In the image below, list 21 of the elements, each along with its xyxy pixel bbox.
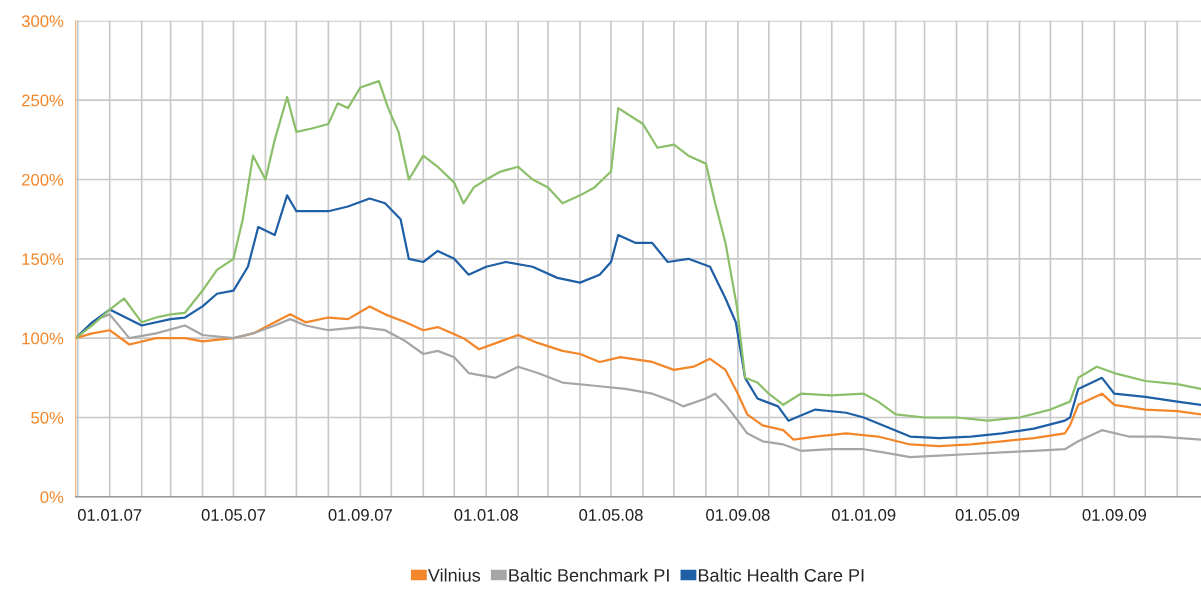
line-series <box>75 80 1201 422</box>
y-tick-label: 100% <box>22 332 64 345</box>
legend-label: Baltic Health Care PI <box>698 568 864 582</box>
x-tick-label: 01.05.09 <box>955 509 1020 521</box>
y-tick-label: 0% <box>40 491 64 504</box>
x-tick-label: 01.01.08 <box>454 509 518 521</box>
x-tick-label: 01.01.07 <box>77 509 142 521</box>
y-tick-label: 200% <box>22 173 64 186</box>
x-tick-label: 01.05.07 <box>201 509 266 521</box>
x-tick-label: 01.09.08 <box>706 509 770 521</box>
y-tick-label: 150% <box>22 253 64 266</box>
line-series <box>75 194 1201 440</box>
x-tick-label: 01.09.09 <box>1082 509 1147 521</box>
y-tick-label: 250% <box>22 94 64 107</box>
y-tick-label: 300% <box>21 15 64 28</box>
x-tick-label: 01.05.08 <box>579 509 643 521</box>
x-tick-label: 01.01.09 <box>831 509 896 521</box>
legend-label: Vilnius <box>427 568 481 582</box>
x-tick-label: 01.09.07 <box>328 509 392 521</box>
legend-label: Baltic Benchmark PI <box>509 568 669 582</box>
y-tick-label: 50% <box>31 411 64 424</box>
